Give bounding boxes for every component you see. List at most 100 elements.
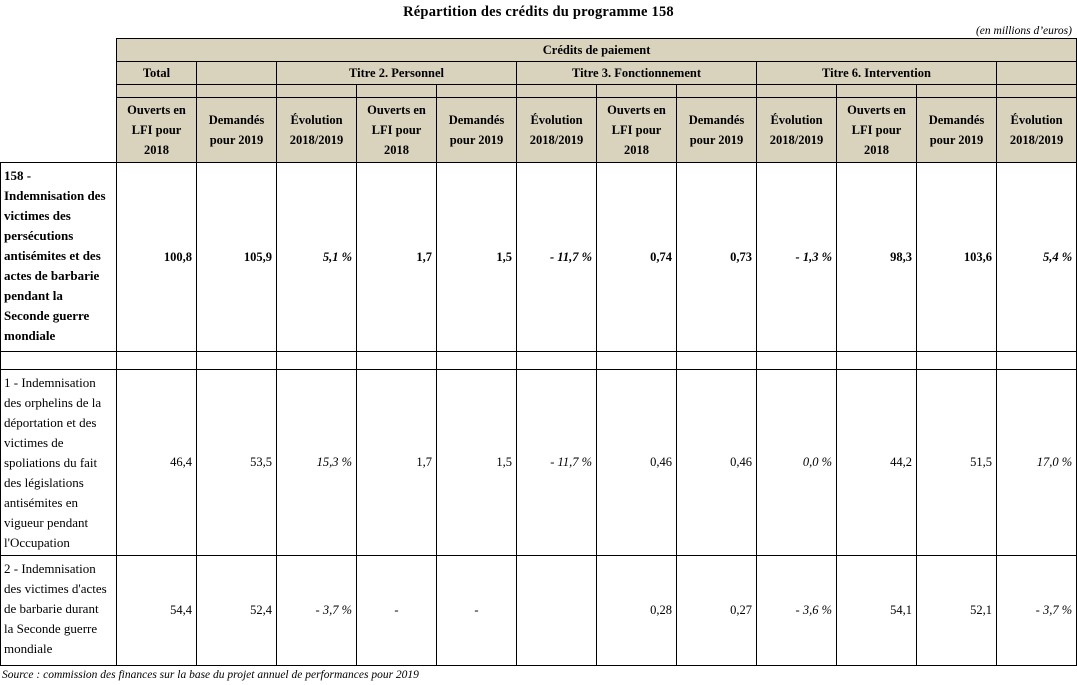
value-cell: 0,28	[596, 555, 677, 666]
data-row-action-1: 1 - Indemnisation des orphelins de la dé…	[0, 369, 1077, 556]
group-header-total: Total	[116, 61, 197, 85]
header-corner-blank	[0, 38, 117, 62]
column-header-ouverts: Ouverts en LFI pour 2018	[116, 97, 197, 163]
spacer-cell	[916, 351, 997, 370]
thin-header-cell	[676, 84, 757, 98]
data-row-action-2: 2 - Indemnisation des victimes d'actes d…	[0, 555, 1077, 666]
row-label: 2 - Indemnisation des victimes d'actes d…	[0, 555, 117, 666]
value-cell: 0,0 %	[756, 369, 837, 556]
value-cell: 5,4 %	[995, 162, 1077, 352]
value-cell: - 3,7 %	[276, 555, 357, 666]
group-header-titre2: Titre 2. Personnel	[276, 61, 517, 85]
column-header-ouverts: Ouverts en LFI pour 2018	[836, 97, 917, 163]
value-cell: 1,5	[436, 369, 517, 556]
source-note: Source : commission des finances sur la …	[2, 669, 419, 681]
thin-header-cell	[596, 84, 677, 98]
thin-header-cell	[916, 84, 997, 98]
spacer-cell	[0, 351, 117, 370]
spacer-cell	[196, 351, 277, 370]
spacer-cell	[676, 351, 757, 370]
value-cell: -	[436, 555, 517, 666]
value-cell: 44,2	[836, 369, 917, 556]
unit-note: (en millions d’euros)	[975, 25, 1072, 37]
value-cell: 51,5	[916, 369, 997, 556]
column-header-ouverts: Ouverts en LFI pour 2018	[356, 97, 437, 163]
value-cell: 54,1	[836, 555, 917, 666]
value-cell: - 3,7 %	[995, 555, 1077, 666]
spacer-row	[0, 351, 1077, 370]
value-cell: 15,3 %	[276, 369, 357, 556]
thin-header-cell	[756, 84, 837, 98]
value-cell: 1,7	[356, 369, 437, 556]
top-header-cell: Crédits de paiement	[115, 38, 1077, 62]
value-cell: 46,4	[116, 369, 197, 556]
header-row-groups: Total Titre 2. Personnel Titre 3. Foncti…	[0, 61, 1077, 85]
value-cell: 0,73	[676, 162, 757, 352]
value-cell	[516, 555, 597, 666]
value-cell: 54,4	[116, 555, 197, 666]
header-corner-blank	[0, 97, 117, 163]
value-cell: 100,8	[116, 162, 197, 352]
value-cell: 17,0 %	[995, 369, 1077, 556]
header-row-top: Crédits de paiement	[0, 38, 1077, 62]
column-header-evolution: Évolution 2018/2019	[276, 97, 357, 163]
spacer-cell	[356, 351, 437, 370]
value-cell: 103,6	[916, 162, 997, 352]
group-header-blank	[196, 61, 277, 85]
group-header-titre3: Titre 3. Fonctionnement	[516, 61, 757, 85]
row-label: 158 - Indemnisation des victimes des per…	[0, 162, 117, 352]
value-cell: - 3,6 %	[756, 555, 837, 666]
thin-header-cell	[516, 84, 597, 98]
header-row-thin	[0, 84, 1077, 98]
column-header-demandes: Demandés pour 2019	[916, 97, 997, 163]
thin-header-cell	[995, 84, 1077, 98]
column-header-ouverts: Ouverts en LFI pour 2018	[596, 97, 677, 163]
value-cell: 0,46	[676, 369, 757, 556]
thin-header-cell	[356, 84, 437, 98]
data-row-programme-158: 158 - Indemnisation des victimes des per…	[0, 162, 1077, 352]
value-cell: - 11,7 %	[516, 369, 597, 556]
header-corner-blank	[0, 84, 117, 98]
value-cell: 0,74	[596, 162, 677, 352]
column-header-evolution: Évolution 2018/2019	[516, 97, 597, 163]
thin-header-cell	[836, 84, 917, 98]
spacer-cell	[995, 351, 1077, 370]
spacer-cell	[596, 351, 677, 370]
value-cell: 52,1	[916, 555, 997, 666]
group-header-blank	[995, 61, 1077, 85]
thin-header-cell	[196, 84, 277, 98]
header-row-columns: Ouverts en LFI pour 2018 Demandés pour 2…	[0, 97, 1077, 163]
thin-header-cell	[276, 84, 357, 98]
value-cell: 52,4	[196, 555, 277, 666]
spacer-cell	[836, 351, 917, 370]
header-corner-blank	[0, 61, 117, 85]
column-header-demandes: Demandés pour 2019	[196, 97, 277, 163]
spacer-cell	[516, 351, 597, 370]
value-cell: 0,27	[676, 555, 757, 666]
value-cell: - 1,3 %	[756, 162, 837, 352]
column-header-evolution: Évolution 2018/2019	[756, 97, 837, 163]
spacer-cell	[116, 351, 197, 370]
value-cell: 0,46	[596, 369, 677, 556]
thin-header-cell	[116, 84, 197, 98]
column-header-demandes: Demandés pour 2019	[436, 97, 517, 163]
row-label: 1 - Indemnisation des orphelins de la dé…	[0, 369, 117, 556]
value-cell: 1,7	[356, 162, 437, 352]
column-header-demandes: Demandés pour 2019	[676, 97, 757, 163]
value-cell: 5,1 %	[276, 162, 357, 352]
credits-table: Crédits de paiement Total Titre 2. Perso…	[0, 38, 1077, 666]
value-cell: 53,5	[196, 369, 277, 556]
value-cell: 1,5	[436, 162, 517, 352]
page-title: Répartition des crédits du programme 158	[403, 4, 674, 20]
value-cell: 105,9	[196, 162, 277, 352]
value-cell: -	[356, 555, 437, 666]
column-header-evolution: Évolution 2018/2019	[995, 97, 1077, 163]
spacer-cell	[276, 351, 357, 370]
value-cell: - 11,7 %	[516, 162, 597, 352]
group-header-titre6: Titre 6. Intervention	[756, 61, 997, 85]
spacer-cell	[436, 351, 517, 370]
thin-header-cell	[436, 84, 517, 98]
spacer-cell	[756, 351, 837, 370]
value-cell: 98,3	[836, 162, 917, 352]
